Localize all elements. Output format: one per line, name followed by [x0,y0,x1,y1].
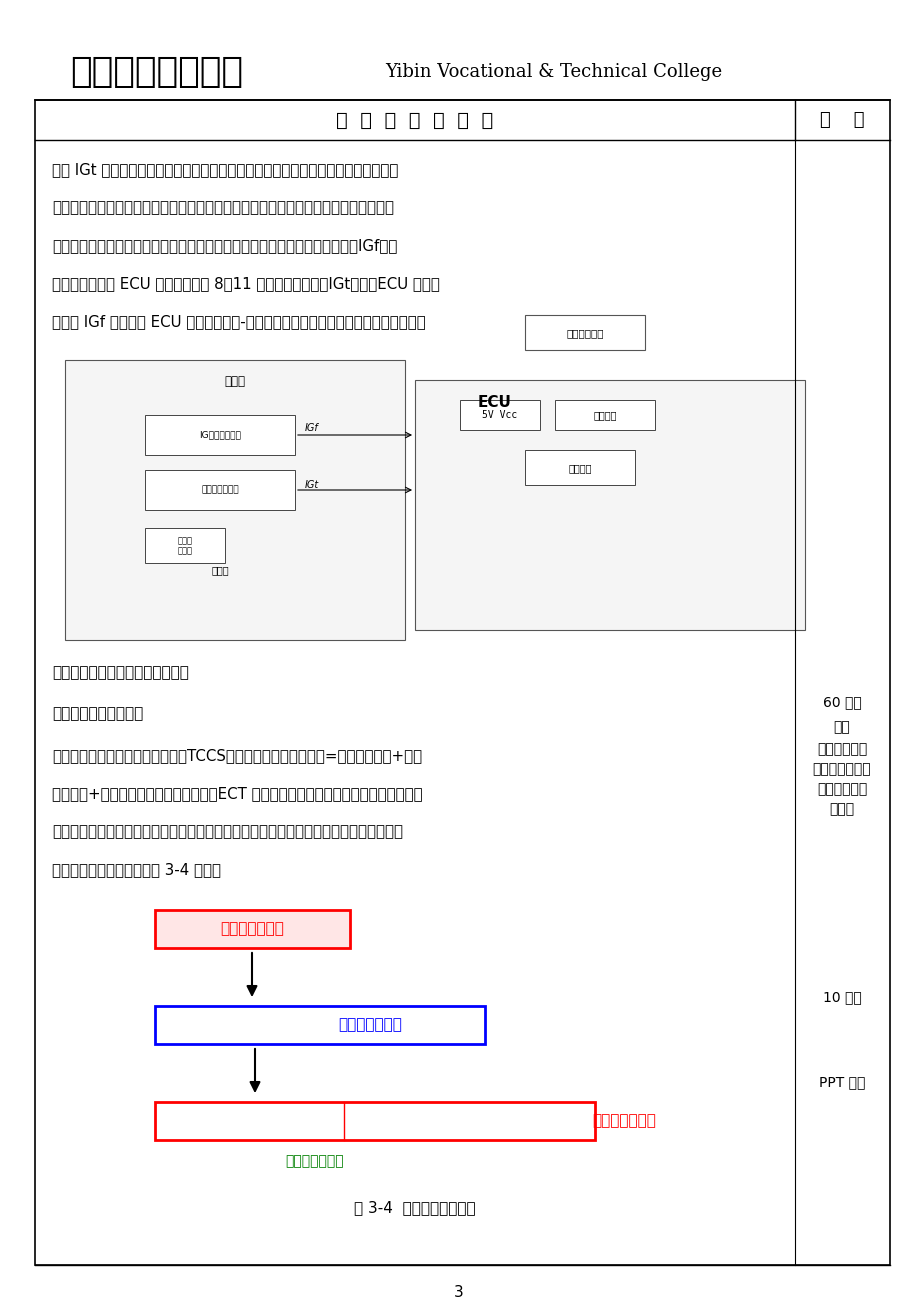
Text: 通过 IGt 端子向点火器输出点火正时信号，控制点火器搭铁切断的时刻，与此同时在: 通过 IGt 端子向点火器输出点火正时信号，控制点火器搭铁切断的时刻，与此同时在 [52,161,398,177]
Text: 点火控
制电路: 点火控 制电路 [177,536,192,556]
Text: 点火提前角的: 点火提前角的 [816,742,867,756]
Text: ECU: ECU [478,395,511,410]
Text: 实际点火提前角: 实际点火提前角 [286,1154,344,1168]
Bar [145,415,295,454]
Text: 输入电路: 输入电路 [593,410,616,421]
Text: 60 分钟: 60 分钟 [822,695,860,710]
Bar [145,529,225,562]
Text: 重点: 重点 [833,720,849,734]
Text: 和检修: 和检修 [829,802,854,816]
Text: 接收到 IGf 信号，则 ECU 将会进入失效-安全模式，切断噴油，防止弹化转换器过热。: 接收到 IGf 信号，则 ECU 将会进入失效-安全模式，切断噴油，防止弹化转换… [52,314,425,329]
Text: 对丰田汽车计算机控制系统（TCCS）而言，其实际点火提前=初始点火提前+基本: 对丰田汽车计算机控制系统（TCCS）而言，其实际点火提前=初始点火提前+基本 [52,749,422,763]
Bar [414,380,804,630]
Text: Yibin Vocational & Technical College: Yibin Vocational & Technical College [384,62,721,81]
Text: 压和保证系统的可靠工作，在点火器中设有闭合角控制电路和点火确认信号（IGf）安: 压和保证系统的可靠工作，在点火器中设有闭合角控制电路和点火确认信号（IGf）安 [52,238,397,253]
Text: 10 分钟: 10 分钟 [822,990,860,1004]
Bar [554,400,654,430]
Text: 图 3-4  点火提前角的计算: 图 3-4 点火提前角的计算 [354,1200,475,1215]
Text: 微处理器: 微处理器 [568,464,591,473]
Text: 控制电路分析: 控制电路分析 [816,783,867,796]
Text: 得出实际点火提前角。如图 3-4 所示。: 得出实际点火提前角。如图 3-4 所示。 [52,862,221,878]
Text: 点火器: 点火器 [224,375,245,388]
Bar [145,470,295,510]
Text: 发动机传感器: 发动机传感器 [565,328,603,339]
Text: 从存储器存储的数据中找到相应的基本点火提前角，再根据有关传感器信号値加以修正，: 从存储器存储的数据中找到相应的基本点火提前角，再根据有关传感器信号値加以修正， [52,824,403,838]
Bar [35,100,889,1266]
Bar [154,1101,595,1141]
Text: 闭合角控制电路: 闭合角控制电路 [201,486,239,495]
Text: 初始点火提前角: 初始点火提前角 [220,922,284,936]
Text: 功率管: 功率管 [211,565,229,575]
Bar [460,400,539,430]
Text: 一、点火提前角的计算: 一、点火提前角的计算 [52,706,143,721]
Text: 工作原理、爆震: 工作原理、爆震 [811,762,870,776]
Text: PPT 讲解: PPT 讲解 [818,1075,864,1088]
Text: 宜宾职业技术学院: 宜宾职业技术学院 [70,55,243,89]
Bar [154,910,349,948]
Text: 计算机控制点火提前角的控制方式: 计算机控制点火提前角的控制方式 [52,665,188,680]
Text: IGt: IGt [305,480,319,490]
Text: 全保护电路。当 ECU 向点火器发出 8～11 个点火正时信号（IGt）后，ECU 还没有: 全保护电路。当 ECU 向点火器发出 8～11 个点火正时信号（IGt）后，EC… [52,276,439,292]
Bar [525,315,644,350]
Bar [525,450,634,486]
Text: 点火提前+修正点火提前（或延迟角）。ECT 根据进气歧管压力或进气量和发动机转速，: 点火提前+修正点火提前（或延迟角）。ECT 根据进气歧管压力或进气量和发动机转速… [52,786,422,801]
Text: 3: 3 [454,1285,463,1299]
Text: IGf: IGf [305,423,318,434]
Bar [154,1006,484,1044]
Text: IG信号产生电路: IG信号产生电路 [199,431,241,440]
Text: 修正点火提前角: 修正点火提前角 [592,1113,655,1129]
Bar [65,359,404,641]
Text: 教  学  步  骤  与  过  程: 教 学 步 骤 与 过 程 [336,111,494,129]
Text: 点火线圈的二次线圈产生高压跳火。再由分电器分配到个缸。为了产生稳定的二次测电: 点火线圈的二次线圈产生高压跳火。再由分电器分配到个缸。为了产生稳定的二次测电 [52,201,393,215]
Text: 备    注: 备 注 [819,111,863,129]
Text: 5V Vcc: 5V Vcc [482,410,517,421]
Text: 基本点火提前角: 基本点火提前角 [337,1017,402,1032]
